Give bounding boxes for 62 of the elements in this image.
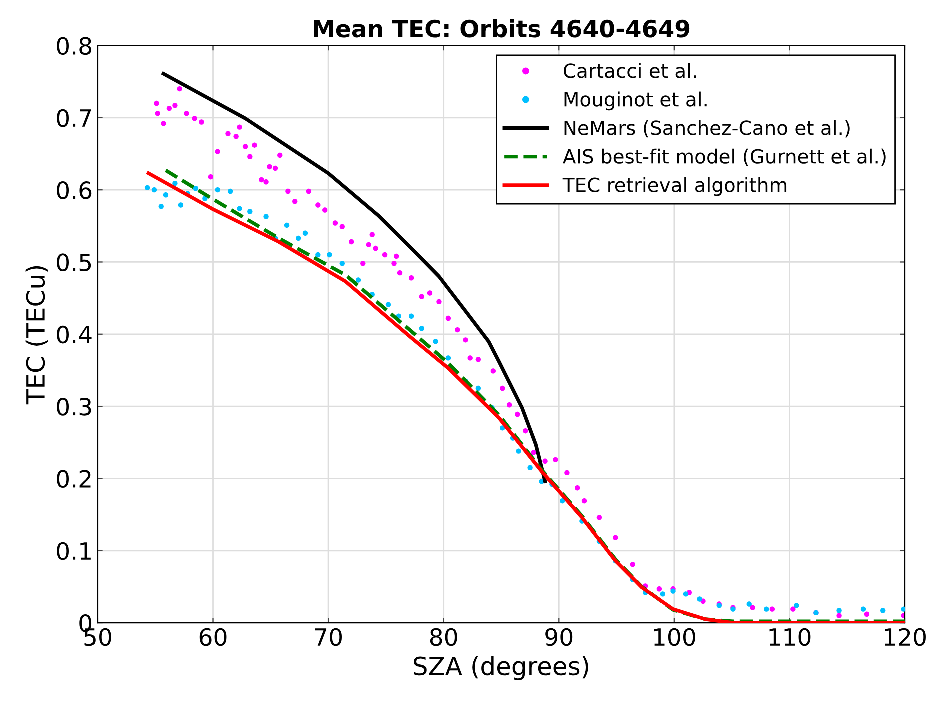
point [516,448,522,454]
x-tick-label: 100 [654,628,696,646]
point [746,602,752,607]
point [248,209,253,214]
point [316,252,321,258]
point [152,187,158,193]
line-series [162,72,548,484]
legend-label: AIS best-fit model (Gurnett et al.) [563,148,886,166]
point [327,252,332,258]
point [215,187,220,193]
point [880,608,886,614]
x-axis-title: SZA (degrees) [414,656,588,681]
point [237,206,242,212]
point [386,302,392,308]
point [901,606,906,612]
y-tick-label: 0.2 [57,470,91,488]
point [408,314,414,319]
y-tick-label: 0.1 [57,542,91,560]
y-tick-label: 0.8 [57,37,92,56]
point [446,356,452,361]
point [172,180,178,186]
point [178,202,184,208]
y-tick-label: 0.4 [57,326,92,344]
x-tick-label: 90 [546,628,573,646]
point [144,185,150,191]
y-tick-label: 0.5 [57,254,92,272]
point [419,326,425,332]
point [163,192,169,198]
point [433,339,438,344]
point [302,230,308,236]
legend-label: NeMars (Sanchez-Cano et al.) [564,120,850,138]
x-tick-label: 110 [770,628,811,646]
legend-label: TEC retrieval algorithm [562,177,787,196]
point [764,606,770,612]
point [860,606,866,612]
x-tick-label: 120 [885,628,926,646]
point [836,608,842,614]
legend-label: Mouginot et al. [564,92,707,111]
point [683,592,689,597]
x-tick-label: 80 [430,628,458,646]
y-axis-title: TEC (TECu) [26,266,48,405]
point [697,596,702,602]
point [228,188,234,194]
point [476,386,482,392]
point [340,261,345,266]
point [356,278,362,283]
y-tick-label: 0.7 [57,109,92,128]
point [528,465,533,470]
y-tick-label: 0.3 [57,398,92,416]
x-tick-label: 70 [315,628,342,646]
point [264,214,269,220]
point [660,592,666,597]
point [296,236,302,242]
chart-title: Mean TEC: Orbits 4640-4649 [314,19,690,38]
point [794,603,800,608]
point [560,498,566,504]
point [158,204,164,210]
x-tick-label: 60 [200,628,227,646]
point [193,186,199,192]
legend-label: Cartacci et al. [564,63,696,78]
point [284,222,290,228]
y-tick-label: 0.6 [57,182,92,200]
